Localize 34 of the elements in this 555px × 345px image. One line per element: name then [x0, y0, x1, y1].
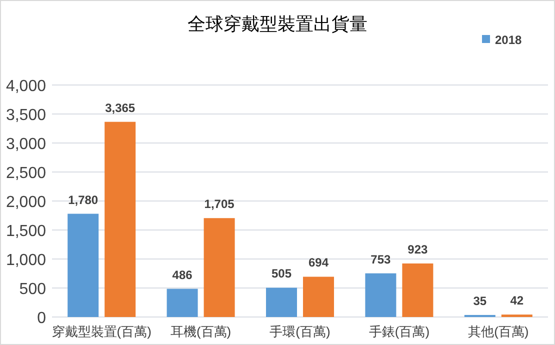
x-tick-label: 穿戴型裝置(百萬) [52, 324, 152, 339]
bar [266, 288, 297, 317]
y-tick-label: 1,000 [6, 252, 46, 269]
x-tick-label: 手環(百萬) [270, 324, 330, 339]
bar [104, 122, 136, 317]
x-tick-label: 手錶(百萬) [368, 324, 430, 339]
data-label: 1,780 [68, 192, 98, 207]
data-label: 42 [510, 294, 524, 308]
data-label: 505 [271, 266, 292, 281]
bar [68, 214, 99, 317]
y-tick-label: 3,000 [6, 136, 46, 153]
chart-title: 全球穿戴型裝置出貨量 [188, 14, 368, 34]
bar [402, 263, 434, 317]
data-label: 3,365 [105, 100, 136, 115]
data-label: 753 [370, 252, 392, 266]
x-tick-label: 耳機(百萬) [170, 324, 232, 339]
bar [303, 276, 334, 317]
y-tick-label: 500 [19, 281, 46, 298]
y-tick-label: 1,500 [6, 223, 46, 240]
bar [365, 273, 396, 317]
data-label: 486 [172, 268, 193, 282]
bar [166, 288, 198, 317]
legend-label: 2018 [495, 33, 522, 47]
y-tick-label: 0 [37, 310, 46, 327]
data-label: 694 [308, 256, 329, 270]
x-tick-label: 其他(百萬) [468, 324, 529, 339]
bar [204, 218, 235, 317]
y-tick-label: 2,500 [6, 165, 46, 182]
y-tick-label: 4,000 [6, 78, 46, 95]
data-label: 923 [408, 242, 428, 256]
data-label: 1,705 [204, 197, 235, 212]
data-label: 35 [473, 294, 487, 308]
y-tick-label: 2,000 [6, 194, 46, 211]
y-tick-label: 3,500 [6, 107, 46, 124]
